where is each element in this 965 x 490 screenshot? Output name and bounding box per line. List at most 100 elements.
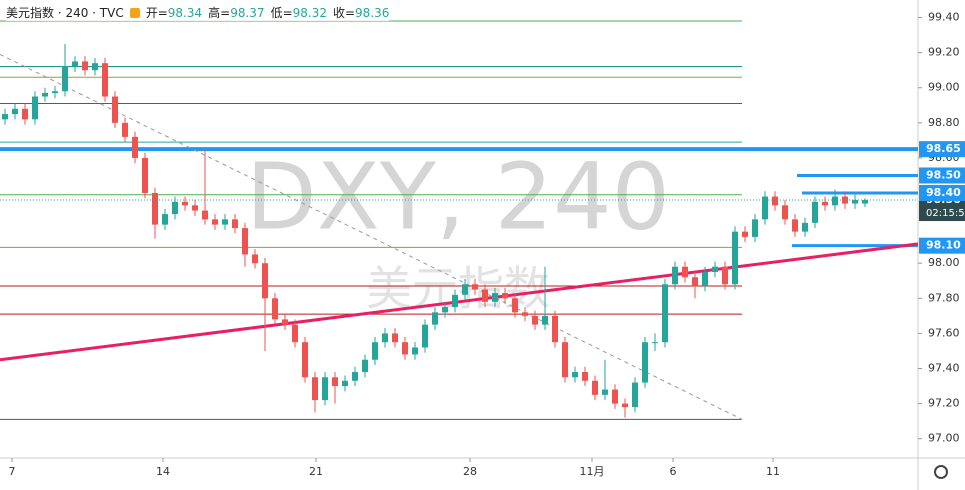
candle-body — [522, 312, 528, 316]
candle-body — [362, 359, 368, 373]
y-tick-label: 97.20 — [928, 397, 960, 410]
candle-body — [202, 210, 208, 220]
candle-body — [582, 372, 588, 381]
candle-body — [192, 205, 198, 211]
candle-body — [602, 389, 608, 395]
candle-body — [402, 342, 408, 355]
countdown: 02:15:56 — [926, 208, 965, 219]
candle-body — [352, 372, 358, 381]
candle-body — [532, 315, 538, 325]
ohlc-value: 98.36 — [355, 5, 390, 20]
watermark: DXY, 240 — [246, 143, 670, 250]
candle-body — [482, 289, 488, 302]
candle-body — [632, 382, 638, 408]
candle-body — [142, 157, 148, 194]
x-tick-label: 7 — [9, 465, 16, 478]
ohlc-label: 开= — [145, 6, 168, 20]
candle-body — [562, 342, 568, 378]
x-tick-label: 6 — [670, 465, 677, 478]
y-tick-label: 97.00 — [928, 432, 960, 445]
candle-body — [162, 214, 168, 225]
candle-body — [692, 277, 698, 287]
candle-body — [502, 293, 508, 299]
level-label: 98.50 — [926, 168, 961, 181]
candle-body — [612, 389, 618, 404]
candle-body — [542, 315, 548, 325]
trendline — [0, 242, 919, 362]
candle-body — [752, 219, 758, 237]
candle-body — [282, 319, 288, 325]
candle-body — [642, 342, 648, 383]
candle-body — [182, 201, 188, 206]
icon — [129, 7, 140, 18]
y-tick-label: 97.80 — [928, 291, 960, 304]
candle-body — [682, 266, 688, 278]
candle-body — [772, 196, 778, 206]
candle-body — [132, 136, 138, 158]
candle-body — [122, 122, 128, 137]
candle-body — [622, 403, 628, 408]
candle-body — [272, 298, 278, 320]
candle-body — [102, 63, 108, 97]
level-label-bg — [919, 185, 965, 202]
candle-body — [452, 294, 458, 308]
candle-body — [322, 377, 328, 401]
trendline — [0, 53, 743, 420]
candle-body — [312, 377, 318, 401]
candle-body — [722, 266, 728, 285]
candle-body — [712, 266, 718, 272]
candle-body — [52, 91, 58, 94]
ohlc-label: 收= — [332, 6, 356, 20]
level-label: 98.40 — [926, 186, 961, 199]
candle-body — [782, 205, 788, 220]
candle-body — [652, 342, 658, 344]
x-tick-label: 11月 — [580, 465, 605, 478]
gear[interactable] — [934, 465, 948, 479]
candle-body — [212, 219, 218, 225]
candle-body — [12, 108, 18, 115]
level-label-bg — [919, 237, 965, 254]
candle-body — [342, 380, 348, 387]
x-tick-label: 28 — [463, 465, 477, 478]
candle-body — [292, 324, 298, 343]
candle-body — [672, 266, 678, 285]
candle-body — [22, 108, 28, 120]
candle-body — [302, 342, 308, 378]
ohlc-label: 高= — [208, 6, 231, 20]
y-tick-label: 99.40 — [928, 11, 960, 24]
header: 美元指数 · 240 · TVC 开= 98.34 高= 98.37 低= 98.32… — [6, 4, 390, 21]
candle-body — [702, 271, 708, 287]
candle-body — [432, 312, 438, 325]
candle-body — [442, 307, 448, 313]
candle-body — [252, 254, 258, 264]
candle-body — [732, 231, 738, 285]
candle-body — [792, 219, 798, 232]
candle-body — [762, 196, 768, 220]
settings-icon[interactable] — [934, 465, 948, 479]
level-label: 98.65 — [926, 142, 961, 155]
candle-body — [512, 298, 518, 313]
level-label-bg — [919, 167, 965, 184]
candle-body — [572, 372, 578, 378]
ohlc-value: 98.32 — [292, 5, 327, 20]
candle-body — [42, 93, 48, 97]
candle-body — [242, 228, 248, 255]
candle-body — [852, 200, 858, 204]
candle-body — [592, 380, 598, 395]
candle-body — [152, 193, 158, 225]
y-tick-label: 99.00 — [928, 81, 960, 94]
candle-body — [832, 196, 838, 206]
x-tick-label: 21 — [309, 465, 323, 478]
x-tick-label: 14 — [156, 465, 170, 478]
watermark-sub: 美元指数 — [366, 262, 550, 316]
ohlc-value: 98.34 — [167, 5, 203, 20]
candle-body — [822, 201, 828, 206]
candle-body — [172, 201, 178, 215]
candle-body — [812, 201, 818, 223]
candle-body — [492, 293, 498, 302]
ohlc-value: 98.37 — [230, 5, 265, 20]
candle-body — [222, 219, 228, 225]
candle-body — [842, 196, 848, 204]
y-tick-label: 97.60 — [928, 326, 960, 339]
